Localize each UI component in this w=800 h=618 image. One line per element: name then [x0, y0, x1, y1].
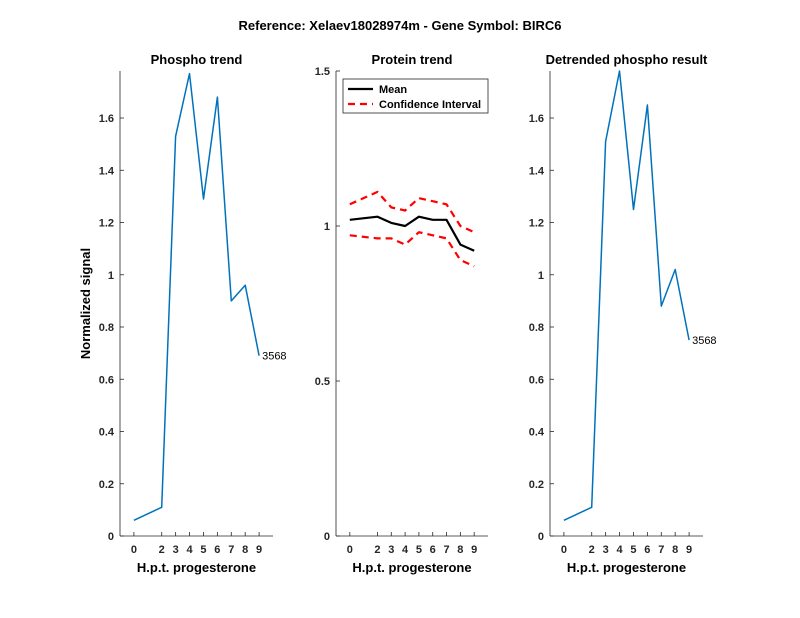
series-line-2 [349, 190, 475, 234]
y-tick-label: 0.2 [529, 479, 544, 491]
x-tick-label: 2 [159, 544, 165, 556]
series-end-label: 3568 [692, 335, 716, 347]
y-tick-label: 0.8 [529, 322, 544, 334]
x-tick-label: 4 [186, 544, 193, 556]
x-tick-label: 5 [416, 544, 422, 556]
x-tick-label: 4 [616, 544, 623, 556]
x-axis-label: H.p.t. progesterone [567, 560, 686, 575]
y-tick-label: 1 [108, 270, 114, 282]
x-axis-label: H.p.t. progesterone [137, 560, 256, 575]
y-tick-label: 0.8 [99, 322, 114, 334]
y-tick-label: 1.2 [99, 218, 114, 230]
x-tick-label: 3 [388, 544, 394, 556]
y-tick-label: 0.2 [99, 479, 114, 491]
chart-panel-3: 0 0.2 0.4 0.6 0.8 1 1.2 1.4 1.6 0 2 3 4 5 6 7 8 9 Detrende… [529, 52, 717, 575]
x-tick-label: 3 [603, 544, 609, 556]
series-line-1 [133, 72, 260, 521]
y-tick-label: 0.5 [315, 376, 330, 388]
chart-panel-2: 0 0.5 1 1.5 0 2 3 4 5 6 7 8 9 Protein trend H.p.t. pro… [315, 52, 489, 575]
chart-title: Detrended phospho result [546, 52, 708, 67]
x-tick-label: 7 [658, 544, 664, 556]
x-tick-label: 0 [131, 544, 137, 556]
x-tick-label: 2 [589, 544, 595, 556]
legend-box [342, 78, 489, 114]
x-tick-label: 5 [630, 544, 636, 556]
x-tick-label: 6 [644, 544, 650, 556]
y-axis-label: Normalized signal [78, 248, 93, 359]
x-tick-label: 0 [561, 544, 567, 556]
x-tick-label: 8 [457, 544, 463, 556]
x-tick-label: 3 [173, 544, 179, 556]
x-tick-label: 8 [242, 544, 248, 556]
x-tick-label: 2 [374, 544, 380, 556]
y-tick-label: 0 [108, 531, 114, 543]
x-tick-label: 4 [402, 544, 409, 556]
x-tick-label: 0 [347, 544, 353, 556]
y-tick-label: 0.6 [99, 374, 114, 386]
x-tick-label: 8 [672, 544, 678, 556]
x-tick-label: 6 [430, 544, 436, 556]
series-line-1 [349, 215, 475, 252]
y-tick-label: 1.4 [99, 165, 115, 177]
chart-panel-1: 0 0.2 0.4 0.6 0.8 1 1.2 1.4 1.6 0 2 3 4 5 6 7 8 9 Phospho … [78, 52, 287, 575]
y-tick-label: 1.4 [529, 165, 545, 177]
figure-suptitle: Reference: Xelaev18028974m - Gene Symbol… [239, 18, 562, 33]
x-tick-label: 9 [256, 544, 262, 556]
y-tick-label: 0.4 [529, 427, 545, 439]
y-tick-label: 0 [324, 531, 330, 543]
y-tick-label: 0.4 [99, 427, 115, 439]
legend-label-ci: Confidence Interval [379, 99, 481, 111]
y-tick-label: 1.5 [315, 66, 330, 78]
legend-label-mean: Mean [379, 84, 407, 96]
series-end-label: 3568 [262, 351, 286, 363]
x-tick-label: 6 [214, 544, 220, 556]
x-axis-label: H.p.t. progesterone [352, 560, 471, 575]
x-tick-label: 7 [443, 544, 449, 556]
series-line-1 [563, 70, 690, 521]
x-tick-label: 9 [686, 544, 692, 556]
x-tick-label: 7 [228, 544, 234, 556]
chart-panels: 00.20.40.60.811.21.41.60 2 3 4 5 6 7 8 9Phospho … [78, 52, 717, 575]
y-tick-label: 0 [538, 531, 544, 543]
y-tick-label: 1.6 [99, 113, 114, 125]
chart-title: Protein trend [372, 52, 453, 67]
y-tick-label: 1 [324, 221, 330, 233]
y-tick-label: 1 [538, 270, 544, 282]
y-tick-label: 0.6 [529, 374, 544, 386]
y-tick-label: 1.6 [529, 113, 544, 125]
x-tick-label: 5 [200, 544, 206, 556]
chart-title: Phospho trend [151, 52, 243, 67]
y-tick-label: 1.2 [529, 218, 544, 230]
x-tick-label: 9 [471, 544, 477, 556]
